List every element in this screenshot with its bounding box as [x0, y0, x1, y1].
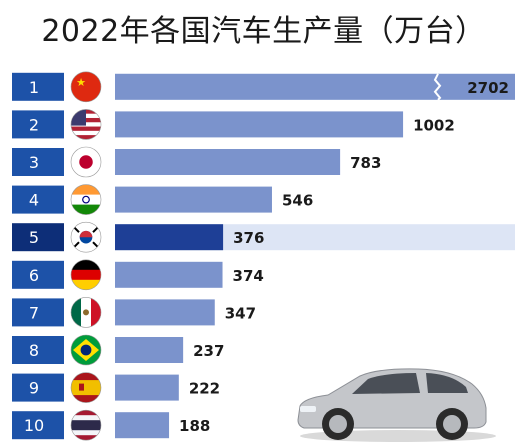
bar: [115, 261, 223, 288]
bar-row: 10 188: [12, 409, 210, 441]
thailand-flag: [70, 409, 102, 441]
rank-label: 9: [29, 379, 39, 398]
rank-box: [12, 223, 64, 252]
rank-label: 2: [29, 115, 39, 134]
car-icon: [297, 368, 496, 442]
rank-box: [12, 411, 64, 440]
rank-label: 3: [29, 153, 39, 172]
rank-box: [12, 185, 64, 214]
china-flag: ★: [70, 71, 102, 103]
south-korea-flag: [70, 221, 102, 253]
bar-row: 8 237: [12, 334, 224, 366]
value-label: 347: [225, 304, 256, 322]
value-label: 188: [179, 417, 210, 435]
germany-flag: [70, 259, 102, 291]
bar: [115, 374, 179, 401]
rank-box: [12, 260, 64, 289]
chart-title: 2022年各国汽车生产量（万台）: [41, 14, 486, 49]
rank-label: 7: [29, 303, 39, 322]
bar: [115, 186, 272, 213]
rank-box: [12, 373, 64, 402]
value-label: 1002: [413, 116, 455, 134]
bar: [115, 73, 515, 100]
india-flag: [70, 184, 102, 215]
rank-label: 6: [29, 266, 39, 285]
bar: [115, 337, 184, 363]
axis-break-mark: [433, 73, 442, 101]
value-label: 783: [350, 154, 381, 172]
japan-flag: [70, 146, 102, 178]
value-label: 374: [233, 267, 264, 285]
rank-box: [12, 110, 64, 139]
bar-row: 5 376: [12, 221, 515, 253]
value-label: 546: [282, 192, 313, 210]
svg-text:★: ★: [76, 76, 86, 89]
value-label: 237: [193, 342, 224, 360]
bar-row: 6 374: [12, 259, 264, 291]
rank-label: 4: [29, 191, 39, 210]
rank-box: [12, 72, 64, 101]
bar-row: 4 546: [12, 184, 313, 215]
mexico-flag: [70, 297, 102, 328]
bar-row: 7 347: [12, 297, 256, 328]
bar-row: 9 222: [12, 372, 220, 403]
bar: [115, 149, 341, 175]
value-label: 2702: [467, 79, 509, 97]
value-label: 376: [233, 229, 264, 247]
bar-row: 2 1002: [12, 109, 455, 140]
bar: [115, 224, 224, 251]
bar-row: 1 ★ 2702: [12, 71, 515, 103]
usa-flag: [70, 109, 102, 140]
brazil-flag: [70, 334, 102, 366]
bar: [115, 412, 170, 439]
rank-label: 1: [29, 78, 39, 97]
rank-box: [12, 336, 64, 364]
bar: [115, 111, 404, 138]
rank-label: 10: [24, 416, 44, 435]
rank-box: [12, 298, 64, 327]
bar-row: 3 783: [12, 146, 381, 178]
rank-label: 5: [29, 228, 39, 247]
bar: [115, 299, 215, 326]
rank-label: 8: [29, 341, 39, 360]
rank-box: [12, 148, 64, 176]
spain-flag: [70, 372, 102, 403]
value-label: 222: [189, 380, 220, 398]
